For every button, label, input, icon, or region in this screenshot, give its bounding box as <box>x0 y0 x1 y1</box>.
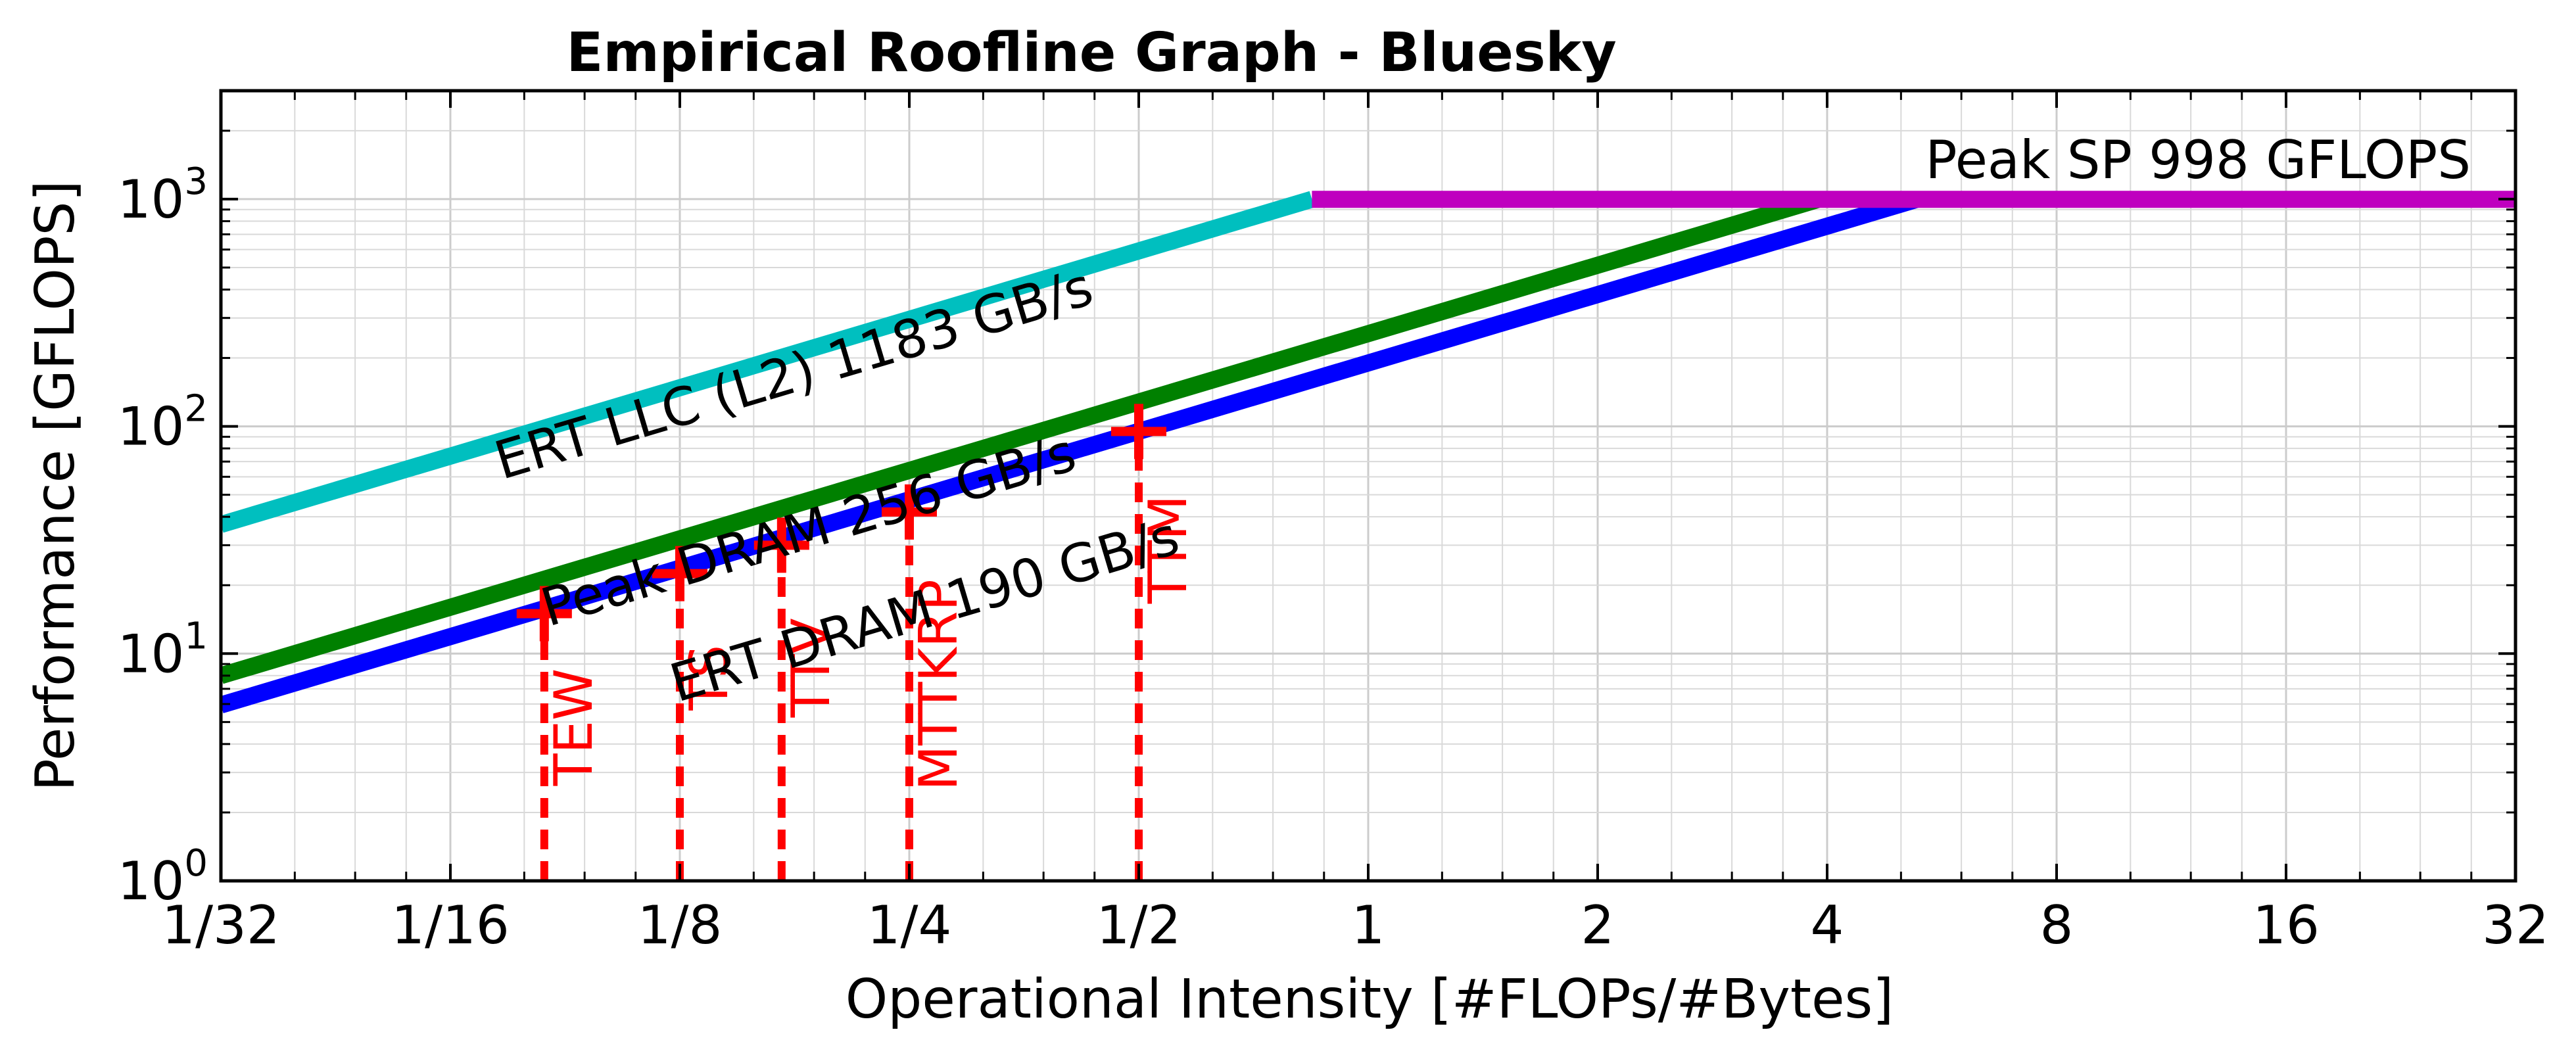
chart-title: Empirical Roofline Graph - Bluesky <box>566 22 1616 84</box>
roofline-line <box>221 191 1822 684</box>
x-tick-label: 32 <box>2482 895 2549 956</box>
kernel-label: TTM <box>1137 495 1199 604</box>
kernel-ttm: TTM <box>1111 404 1199 881</box>
line-label: Peak SP 998 GFLOPS <box>1925 129 2471 191</box>
roofline-line <box>221 191 1315 533</box>
kernel-label: TTV <box>780 618 842 718</box>
x-tick-label: 16 <box>2253 895 2320 956</box>
x-tick-label: 4 <box>1811 895 1844 956</box>
roofline-line <box>221 191 1920 713</box>
x-tick-label: 1/2 <box>1097 895 1181 956</box>
x-tick-label: 8 <box>2040 895 2074 956</box>
x-tick-label: 2 <box>1581 895 1615 956</box>
axis-ticks: 1/32 1/16 1/8 1/4 1/2 1 2 4 8 16 32 100 101 102 103 <box>118 89 2549 956</box>
x-tick-label: 1/4 <box>867 895 952 956</box>
x-tick-label: 1/8 <box>638 895 723 956</box>
kernel-ts: TS <box>652 546 740 881</box>
y-tick-label: 100 <box>118 842 208 912</box>
y-tick-label: 102 <box>118 388 208 458</box>
kernel-label: TS <box>679 645 740 711</box>
y-tick-label: 103 <box>118 160 208 230</box>
kernel-tew: TEW <box>516 586 604 881</box>
kernel-ttv: TTV <box>753 517 842 881</box>
x-tick-label: 1 <box>1352 895 1385 956</box>
x-axis-label: Operational Intensity [#FLOPs/#Bytes] <box>846 968 1894 1031</box>
kernel-label: TEW <box>543 669 604 787</box>
x-tick-label: 1/32 <box>162 895 280 956</box>
x-tick-label: 1/16 <box>391 895 510 956</box>
kernel-mttkrp: MTTKRP <box>882 484 969 881</box>
kernel-label: MTTKRP <box>908 579 969 791</box>
y-tick-label: 101 <box>118 615 208 684</box>
y-axis-label: Performance [GFLOPS] <box>24 180 87 791</box>
kernel-markers: TEW TS TTV MTTKRP TTM <box>516 404 1199 881</box>
roofline-series <box>221 191 2516 713</box>
